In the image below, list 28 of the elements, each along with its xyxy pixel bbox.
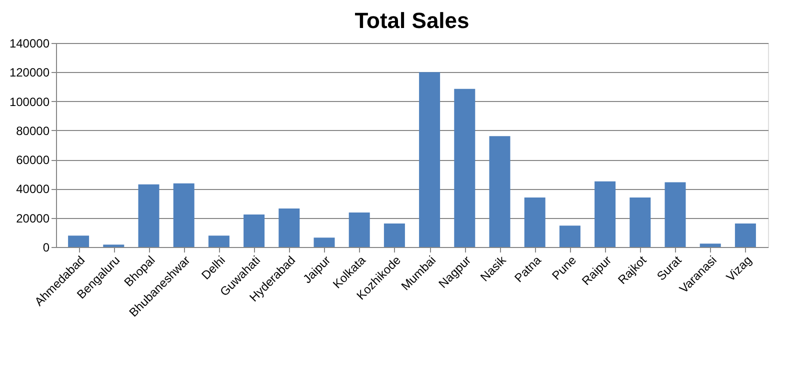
bar <box>348 212 370 247</box>
bar <box>278 208 300 247</box>
bar <box>208 236 230 247</box>
y-tick-label: 40000 <box>16 182 50 196</box>
bar <box>138 184 160 247</box>
bar <box>734 224 756 247</box>
bar <box>68 236 90 247</box>
y-tick-label: 100000 <box>9 94 50 109</box>
bar <box>630 197 651 247</box>
bar <box>489 136 510 247</box>
bar <box>594 181 616 247</box>
y-tick-label: 0 <box>42 240 50 254</box>
y-tick-label: 120000 <box>9 66 50 80</box>
bar <box>454 88 476 247</box>
y-tick-label: 60000 <box>16 153 50 168</box>
chart-title: Total Sales <box>354 8 470 33</box>
bar <box>244 214 265 247</box>
bar <box>419 72 440 247</box>
bar <box>524 197 546 247</box>
bar <box>314 238 335 247</box>
bar <box>664 182 686 247</box>
bar <box>384 224 405 247</box>
y-tick-label: 80000 <box>16 124 50 138</box>
y-tick-label: 20000 <box>16 211 50 226</box>
bar <box>173 183 194 247</box>
bar <box>700 244 721 247</box>
bar <box>559 226 580 247</box>
y-tick-label: 140000 <box>9 36 50 50</box>
